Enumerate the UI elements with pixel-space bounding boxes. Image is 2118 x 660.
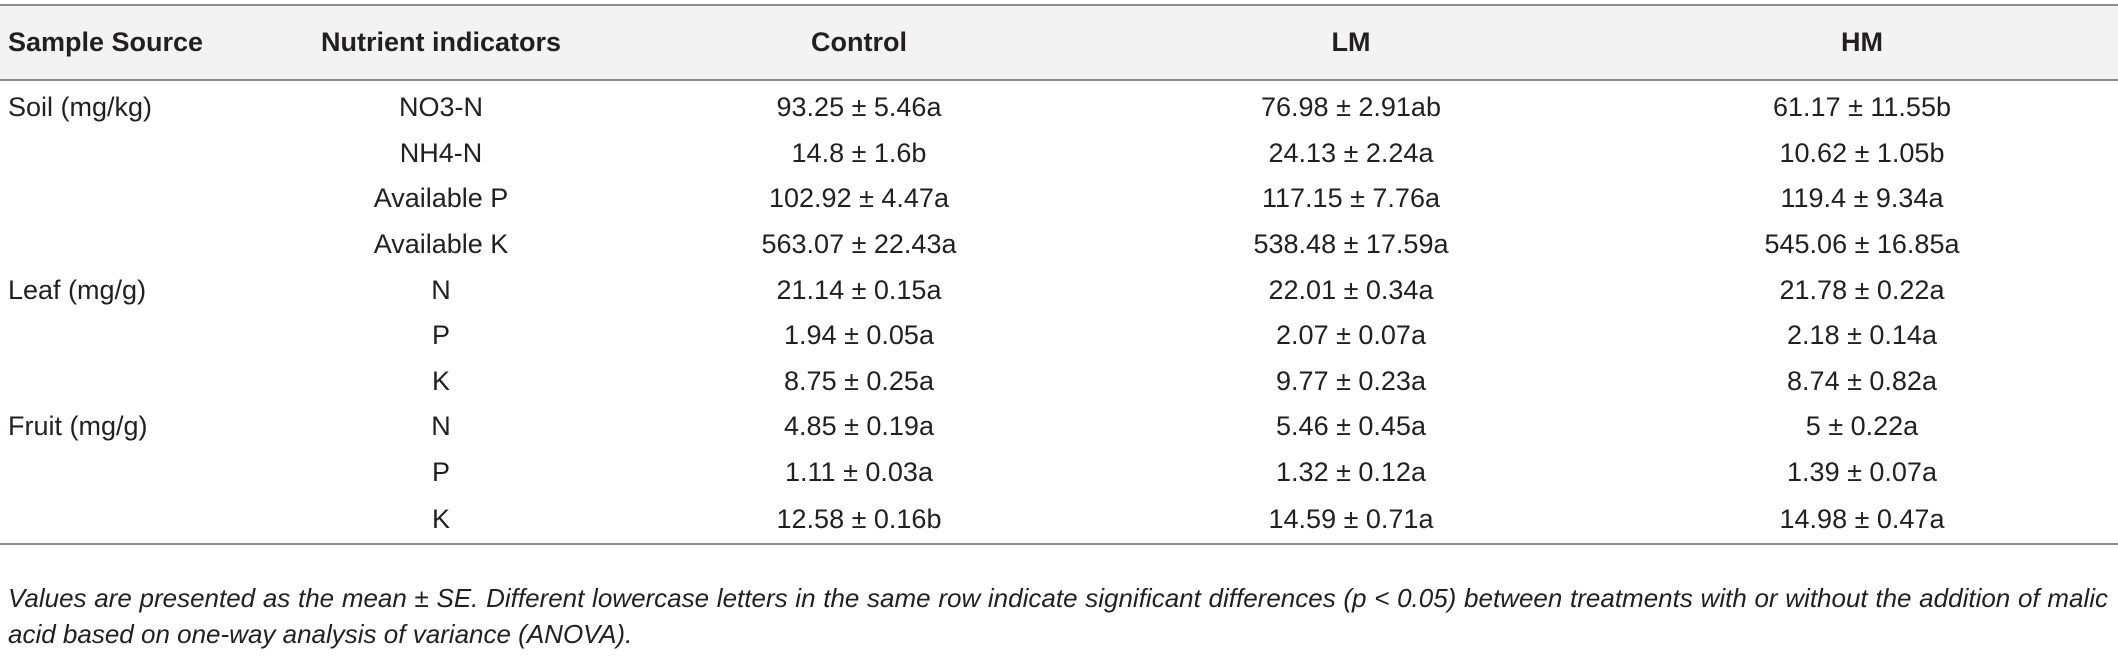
table-row: K 12.58 ± 0.16b 14.59 ± 0.71a 14.98 ± 0.…	[0, 495, 2118, 546]
cell-control: 4.85 ± 0.19a	[784, 411, 934, 442]
header-row: Sample Source Nutrient indicators Contro…	[0, 4, 2118, 81]
cell-indicator: K	[431, 365, 450, 396]
cell-lm: 538.48 ± 17.59a	[1253, 229, 1449, 260]
nutrient-table: Sample Source Nutrient indicators Contro…	[0, 4, 2118, 546]
cell-control: 21.14 ± 0.15a	[776, 274, 942, 305]
cell-indicator: K	[260, 495, 622, 546]
cell-control: 12.58 ± 0.16b	[622, 495, 1096, 546]
cell-lm: 24.13 ± 2.24a	[1268, 137, 1434, 168]
cell-sample-source	[0, 359, 260, 405]
header-control: Control	[622, 4, 1096, 81]
cell-indicator: NH4-N	[399, 137, 483, 168]
cell-lm: 9.77 ± 0.23a	[1276, 365, 1426, 396]
cell-control: 8.75 ± 0.25a	[784, 365, 934, 396]
table-row: Available K 563.07 ± 22.43a 538.48 ± 17.…	[0, 222, 2118, 268]
header-lm: LM	[1096, 4, 1606, 81]
cell-lm: 1.32 ± 0.12a	[1276, 457, 1426, 488]
cell-indicator: P	[431, 320, 450, 351]
cell-sample-source	[0, 495, 260, 546]
table-row: NH4-N 14.8 ± 1.6b 24.13 ± 2.24a 10.62 ± …	[0, 131, 2118, 177]
cell-indicator: N	[431, 411, 451, 442]
cell-control: 14.8 ± 1.6b	[791, 137, 927, 168]
table-row: Fruit (mg/g) N 4.85 ± 0.19a 5.46 ± 0.45a…	[0, 404, 2118, 450]
cell-lm: 14.59 ± 0.71a	[1096, 495, 1606, 546]
table-header: Sample Source Nutrient indicators Contro…	[0, 4, 2118, 81]
cell-control: 102.92 ± 4.47a	[769, 183, 949, 214]
cell-hm: 5 ± 0.22a	[1805, 411, 1919, 442]
cell-control: 1.94 ± 0.05a	[784, 320, 934, 351]
cell-hm: 14.98 ± 0.47a	[1606, 495, 2118, 546]
cell-lm: 117.15 ± 7.76a	[1262, 183, 1440, 214]
header-nutrient-indicators: Nutrient indicators	[260, 4, 622, 81]
cell-control: 1.11 ± 0.03a	[785, 457, 933, 488]
cell-indicator: Available P	[373, 183, 509, 214]
table-row: P 1.94 ± 0.05a 2.07 ± 0.07a 2.18 ± 0.14a	[0, 313, 2118, 359]
cell-hm: 119.4 ± 9.34a	[1780, 183, 1944, 214]
cell-hm: 21.78 ± 0.22a	[1779, 274, 1945, 305]
cell-sample-source	[0, 176, 260, 222]
cell-sample-source	[0, 222, 260, 268]
header-hm: HM	[1606, 4, 2118, 81]
cell-hm: 1.39 ± 0.07a	[1787, 457, 1937, 488]
cell-sample-source: Leaf (mg/g)	[8, 274, 147, 305]
cell-sample-source	[0, 313, 260, 359]
table-footnote: Values are presented as the mean ± SE. D…	[8, 583, 2108, 649]
cell-lm: 22.01 ± 0.34a	[1268, 274, 1434, 305]
table-row: K 8.75 ± 0.25a 9.77 ± 0.23a 8.74 ± 0.82a	[0, 359, 2118, 405]
cell-hm: 10.62 ± 1.05b	[1779, 137, 1945, 168]
cell-sample-source: Fruit (mg/g)	[8, 411, 148, 442]
cell-hm: 8.74 ± 0.82a	[1787, 365, 1937, 396]
table-row: Soil (mg/kg) NO3-N 93.25 ± 5.46a 76.98 ±…	[0, 80, 2118, 131]
cell-hm: 545.06 ± 16.85a	[1764, 229, 1960, 260]
cell-indicator: N	[431, 274, 451, 305]
table-body: Soil (mg/kg) NO3-N 93.25 ± 5.46a 76.98 ±…	[0, 80, 2118, 546]
cell-control: 93.25 ± 5.46a	[776, 92, 942, 123]
cell-sample-source	[0, 131, 260, 177]
cell-indicator: Available K	[373, 229, 509, 260]
cell-lm: 2.07 ± 0.07a	[1276, 320, 1426, 351]
cell-lm: 76.98 ± 2.91ab	[1261, 92, 1441, 123]
cell-sample-source: Soil (mg/kg)	[8, 92, 153, 123]
table-row: P 1.11 ± 0.03a 1.32 ± 0.12a 1.39 ± 0.07a	[0, 450, 2118, 496]
header-sample-source: Sample Source	[0, 4, 260, 81]
table-row: Leaf (mg/g) N 21.14 ± 0.15a 22.01 ± 0.34…	[0, 267, 2118, 313]
cell-hm: 2.18 ± 0.14a	[1787, 320, 1937, 351]
table-row: Available P 102.92 ± 4.47a 117.15 ± 7.76…	[0, 176, 2118, 222]
cell-indicator: NO3-N	[398, 92, 483, 123]
cell-hm: 61.17 ± 11.55b	[1773, 92, 1951, 123]
cell-control: 563.07 ± 22.43a	[761, 229, 957, 260]
cell-indicator: P	[431, 457, 450, 488]
cell-sample-source	[0, 450, 260, 496]
cell-lm: 5.46 ± 0.45a	[1276, 411, 1426, 442]
